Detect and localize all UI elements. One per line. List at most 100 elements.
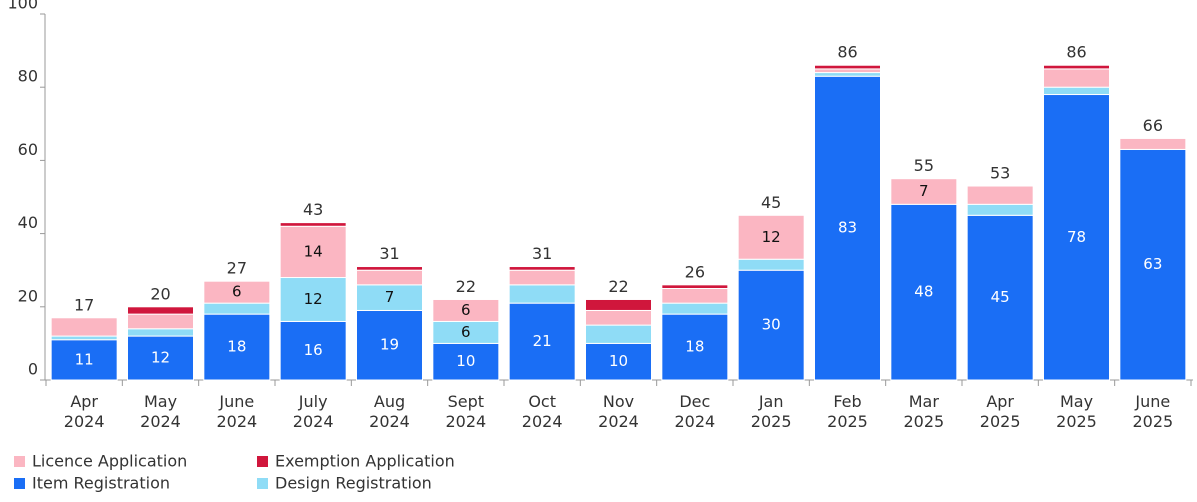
bar-segment	[356, 269, 423, 286]
bar-segment	[279, 277, 347, 322]
data-label: 10	[456, 352, 475, 370]
bar-segment	[432, 342, 500, 381]
x-tick-label: June 2024	[216, 392, 257, 431]
data-label: 6	[461, 301, 471, 319]
total-label: 20	[150, 284, 170, 303]
total-label: 45	[761, 193, 781, 212]
data-label: 7	[919, 182, 929, 200]
x-tick-label: Aug 2024	[369, 392, 410, 431]
bar-segment	[890, 178, 958, 205]
y-tick-label: 100	[7, 0, 38, 13]
y-tick-label: 80	[18, 67, 38, 86]
total-label: 53	[990, 164, 1010, 183]
x-tick-label-line: 2025	[980, 412, 1021, 431]
x-tick-label: May 2025	[1056, 392, 1097, 431]
x-tick-label-line: Aug	[374, 392, 405, 411]
data-label: 45	[991, 288, 1010, 306]
data-label: 6	[461, 323, 471, 341]
x-tick-label-line: 2024	[522, 412, 563, 431]
x-tick-label-line: Jan	[758, 392, 784, 411]
bar-segment	[585, 298, 652, 311]
x-tick-label-line: July	[298, 392, 328, 411]
total-label: 22	[608, 277, 628, 296]
x-tick-label-line: Oct	[528, 392, 556, 411]
data-label: 10	[609, 352, 628, 370]
bar-segment	[661, 288, 729, 304]
bar-segment	[661, 302, 729, 315]
bar-segment	[50, 317, 118, 337]
x-tick-label: July 2024	[293, 392, 334, 431]
data-label: 6	[232, 283, 242, 301]
bar-segment	[585, 324, 652, 344]
bar-segment	[966, 185, 1034, 205]
x-tick-label-line: 2025	[827, 412, 868, 431]
legend-swatch	[14, 478, 25, 489]
bar-segment	[814, 75, 881, 381]
data-label: 78	[1067, 228, 1086, 246]
bar-segment	[203, 280, 271, 304]
total-label: 26	[685, 262, 705, 281]
bar-segment	[737, 269, 805, 381]
bar-segment	[508, 284, 576, 304]
data-label: 30	[762, 316, 781, 334]
data-label: 7	[385, 288, 395, 306]
x-tick-label-line: Dec	[679, 392, 710, 411]
bar-segment	[432, 298, 500, 322]
x-tick-label-line: 2024	[216, 412, 257, 431]
legend-label: Item Registration	[32, 474, 170, 493]
x-tick-label: Apr 2024	[64, 392, 105, 431]
total-label: 43	[303, 200, 323, 219]
bar-segment	[890, 203, 958, 381]
bar-segment	[814, 64, 881, 70]
x-tick-label-line: Nov	[603, 392, 634, 411]
bar-segment	[50, 335, 118, 341]
bar-segment	[127, 335, 194, 381]
x-tick-label-line: 2025	[1132, 412, 1173, 431]
x-tick-label: Apr 2025	[980, 392, 1021, 431]
legend-label: Licence Application	[32, 452, 187, 471]
x-tick-label-line: Feb	[833, 392, 861, 411]
bar-segment	[203, 302, 271, 315]
x-tick-label: Sept 2024	[445, 392, 486, 431]
legend-swatch	[257, 456, 268, 467]
x-tick-label-line: 2024	[293, 412, 334, 431]
bar-segment	[127, 328, 194, 337]
x-tick-label-line: 2025	[1056, 412, 1097, 431]
data-label: 14	[304, 242, 323, 260]
bar-segment	[966, 214, 1034, 381]
x-tick-label-line: May	[144, 392, 177, 411]
x-tick-label-line: 2024	[598, 412, 639, 431]
bar-segment	[737, 258, 805, 271]
data-label: 18	[685, 338, 704, 356]
x-tick-label-line: 2024	[674, 412, 715, 431]
bar-segment	[737, 214, 805, 260]
bar-segment	[127, 313, 194, 330]
x-tick-label: Jan 2025	[751, 392, 792, 431]
total-label: 31	[379, 244, 399, 263]
total-label: 86	[837, 43, 857, 62]
total-label: 31	[532, 244, 552, 263]
x-tick-label-line: Sept	[448, 392, 484, 411]
data-label: 21	[533, 332, 552, 350]
total-label: 86	[1066, 43, 1086, 62]
legend-swatch	[257, 478, 268, 489]
x-tick-label: May 2024	[140, 392, 181, 431]
data-label: 12	[304, 290, 323, 308]
bar-segment	[127, 306, 194, 315]
bar-segment	[814, 72, 881, 77]
data-label: 63	[1143, 255, 1162, 273]
data-label: 12	[151, 349, 170, 367]
bar-segment	[356, 309, 423, 381]
x-tick-label-line: 2024	[369, 412, 410, 431]
bar-segment	[50, 339, 118, 381]
data-label: 19	[380, 336, 399, 354]
bar-segment	[1043, 86, 1110, 96]
data-label: 12	[762, 228, 781, 246]
x-tick-label: Nov 2024	[598, 392, 639, 431]
x-tick-label: Mar 2025	[903, 392, 944, 431]
bar-segment	[279, 320, 347, 381]
bar-segment	[279, 225, 347, 279]
bar-segment	[661, 313, 729, 381]
x-tick-label-line: 2025	[903, 412, 944, 431]
